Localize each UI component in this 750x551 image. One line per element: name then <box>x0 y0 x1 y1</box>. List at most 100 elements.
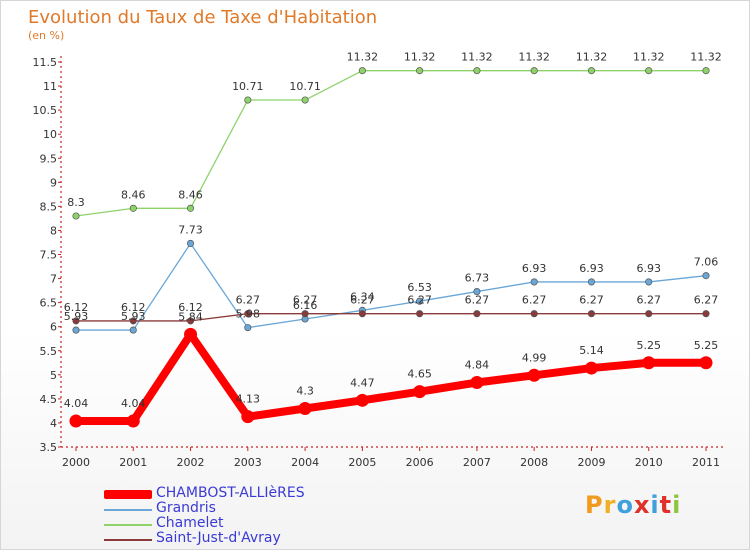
data-label-grandris: 6.53 <box>407 281 432 294</box>
data-label-saint-just-d-avray: 6.27 <box>293 294 318 307</box>
x-tick-label: 2006 <box>406 456 434 469</box>
data-label-saint-just-d-avray: 6.27 <box>236 294 261 307</box>
legend-swatch-saint-just-d-avray <box>104 539 152 541</box>
data-label-chambost-alli-res: 4.13 <box>236 393 261 406</box>
data-point-chamelet <box>587 67 596 75</box>
y-tick-label: 5.5 <box>40 345 58 358</box>
data-point-chamelet <box>645 67 653 75</box>
data-point-saint-just-d-avray <box>72 317 80 325</box>
data-label-chambost-alli-res: 4.04 <box>64 397 89 410</box>
data-label-grandris: 6.93 <box>579 262 604 275</box>
x-tick-label: 2003 <box>234 456 262 469</box>
data-point-chamelet <box>358 67 366 75</box>
y-tick-label: 9 <box>50 176 57 189</box>
data-label-chambost-alli-res: 5.84 <box>178 310 203 323</box>
data-point-grandris <box>645 278 653 286</box>
series-line-grandris <box>75 242 707 331</box>
data-label-chambost-alli-res: 4.47 <box>350 376 375 389</box>
data-point-saint-just-d-avray <box>645 310 653 318</box>
series-line-chambost-alli-res <box>72 330 710 426</box>
data-label-saint-just-d-avray: 6.27 <box>407 294 432 307</box>
data-label-chambost-alli-res: 5.25 <box>694 339 719 352</box>
logo-letter: r <box>603 491 617 519</box>
chart-subtitle: (en %) <box>28 29 65 42</box>
logo-letter: x <box>633 491 651 519</box>
y-tick-label: 7.5 <box>40 249 58 262</box>
data-label-grandris: 6.16 <box>293 299 318 312</box>
legend-label: Saint-Just-d'Avray <box>156 530 281 546</box>
logo-letter: i <box>672 491 682 519</box>
data-label-chamelet: 11.32 <box>518 51 550 64</box>
x-tick-label: 2011 <box>692 456 720 469</box>
data-point-saint-just-d-avray <box>129 317 137 325</box>
data-point-saint-just-d-avray <box>587 310 596 318</box>
data-label-chamelet: 11.32 <box>404 51 436 64</box>
y-tick-label: 11 <box>43 80 57 93</box>
y-tick-label: 8.5 <box>40 200 58 213</box>
data-label-chamelet: 11.32 <box>690 51 722 64</box>
data-point-saint-just-d-avray <box>416 310 424 318</box>
data-point-chambost-alli-res <box>584 361 598 375</box>
data-point-saint-just-d-avray <box>186 317 195 325</box>
data-point-grandris <box>530 278 538 286</box>
data-label-saint-just-d-avray: 6.12 <box>64 301 89 314</box>
data-label-saint-just-d-avray: 6.27 <box>579 294 604 307</box>
data-label-grandris: 7.06 <box>694 256 719 269</box>
legend-label: Grandris <box>156 500 216 516</box>
data-label-chamelet: 11.32 <box>576 51 608 64</box>
y-tick-label: 5 <box>50 369 57 382</box>
data-label-saint-just-d-avray: 6.27 <box>522 294 547 307</box>
data-label-grandris: 6.93 <box>522 262 547 275</box>
legend-label: CHAMBOST-ALLIèRES <box>156 485 305 501</box>
data-label-grandris: 5.93 <box>121 310 146 323</box>
y-tick-label: 6.5 <box>40 297 58 310</box>
x-tick-label: 2005 <box>348 456 376 469</box>
series-line-chamelet <box>75 70 707 217</box>
data-point-chambost-alli-res <box>413 385 427 399</box>
data-point-grandris <box>702 272 710 280</box>
data-point-chamelet <box>530 67 538 75</box>
x-tick-label: 2007 <box>463 456 491 469</box>
y-tick-label: 4 <box>50 417 57 430</box>
data-point-chambost-alli-res <box>126 414 140 428</box>
data-point-chamelet <box>244 96 252 104</box>
data-point-saint-just-d-avray <box>702 310 710 318</box>
data-label-chamelet: 10.71 <box>232 80 264 93</box>
data-label-chamelet: 11.32 <box>461 51 493 64</box>
data-point-chambost-alli-res <box>699 356 713 370</box>
data-point-saint-just-d-avray <box>473 310 481 318</box>
x-tick-label: 2004 <box>291 456 319 469</box>
logo-letter: P <box>585 491 604 519</box>
x-tick-label: 2008 <box>520 456 548 469</box>
data-point-chamelet <box>473 67 481 75</box>
data-point-chambost-alli-res <box>355 393 369 407</box>
logo-letter: t <box>659 491 673 519</box>
data-label-grandris: 5.98 <box>236 308 261 321</box>
data-label-saint-just-d-avray: 6.12 <box>121 301 146 314</box>
data-label-saint-just-d-avray: 6.27 <box>694 294 719 307</box>
y-tick-label: 6 <box>50 321 57 334</box>
x-tick-label: 2002 <box>177 456 205 469</box>
data-point-chamelet <box>702 67 710 75</box>
chart-title: Evolution du Taux de Taxe d'Habitation <box>28 7 378 28</box>
legend-swatch-grandris <box>104 509 152 511</box>
proxiti-logo: Proxiti <box>585 491 681 519</box>
data-point-chambost-alli-res <box>527 368 541 382</box>
data-label-grandris: 5.93 <box>64 310 89 323</box>
data-point-chambost-alli-res <box>241 410 255 424</box>
data-point-saint-just-d-avray <box>244 310 252 318</box>
data-label-saint-just-d-avray: 6.12 <box>178 301 203 314</box>
legend-swatch-chamelet <box>104 524 152 526</box>
x-tick-label: 2000 <box>62 456 90 469</box>
data-label-chambost-alli-res: 4.99 <box>522 351 547 364</box>
data-label-chambost-alli-res: 4.3 <box>296 385 314 398</box>
data-point-grandris <box>587 278 596 286</box>
data-point-chambost-alli-res <box>642 356 656 370</box>
data-label-chambost-alli-res: 4.04 <box>121 397 146 410</box>
data-point-grandris <box>473 288 481 296</box>
y-tick-label: 4.5 <box>40 393 58 406</box>
data-point-chambost-alli-res <box>69 414 83 428</box>
data-label-chambost-alli-res: 4.84 <box>465 359 490 372</box>
